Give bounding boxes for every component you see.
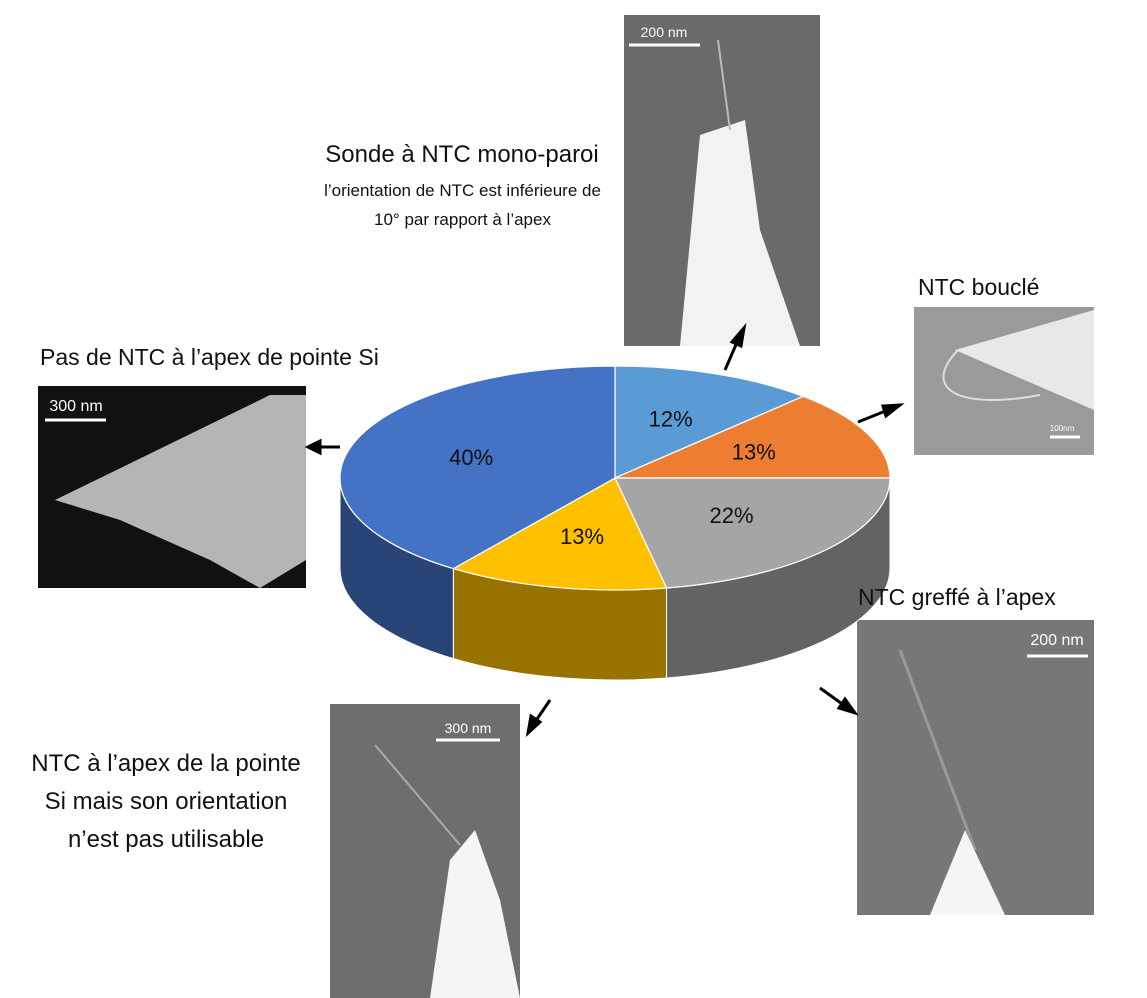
note: l’orientation de NTC est inférieure de 1… [324,181,601,229]
category-label: Pas de NTC à l’apex de pointe Si [40,344,379,370]
category-label: NTC greffé à l’apex [858,584,1056,610]
scale-bars [45,43,1088,742]
category-label: NTC bouclé [918,274,1040,300]
slice [614,477,891,589]
category-label: Sonde à NTC mono-paroi [325,141,599,168]
scale-bar-label: 300 nm [445,720,492,736]
value-label: 13% [560,524,604,549]
slice [451,477,668,591]
arrows [304,322,905,738]
scale-bar-label: 300 nm [49,398,102,415]
value-label: 12% [649,407,693,432]
scale-bar-label: 200 nm [641,24,688,40]
scale-bar-label: 200 nm [1030,632,1083,649]
value-label: 13% [732,439,776,464]
slice [614,365,805,479]
sem-images [38,15,1094,998]
category-label: NTC à l’apex de la pointe Si mais son or… [31,750,301,853]
scale-bar-label: 100nm [1050,424,1075,433]
slice [339,365,616,570]
slice [614,395,891,479]
value-label: 22% [710,503,754,528]
value-label: 40% [449,445,493,470]
